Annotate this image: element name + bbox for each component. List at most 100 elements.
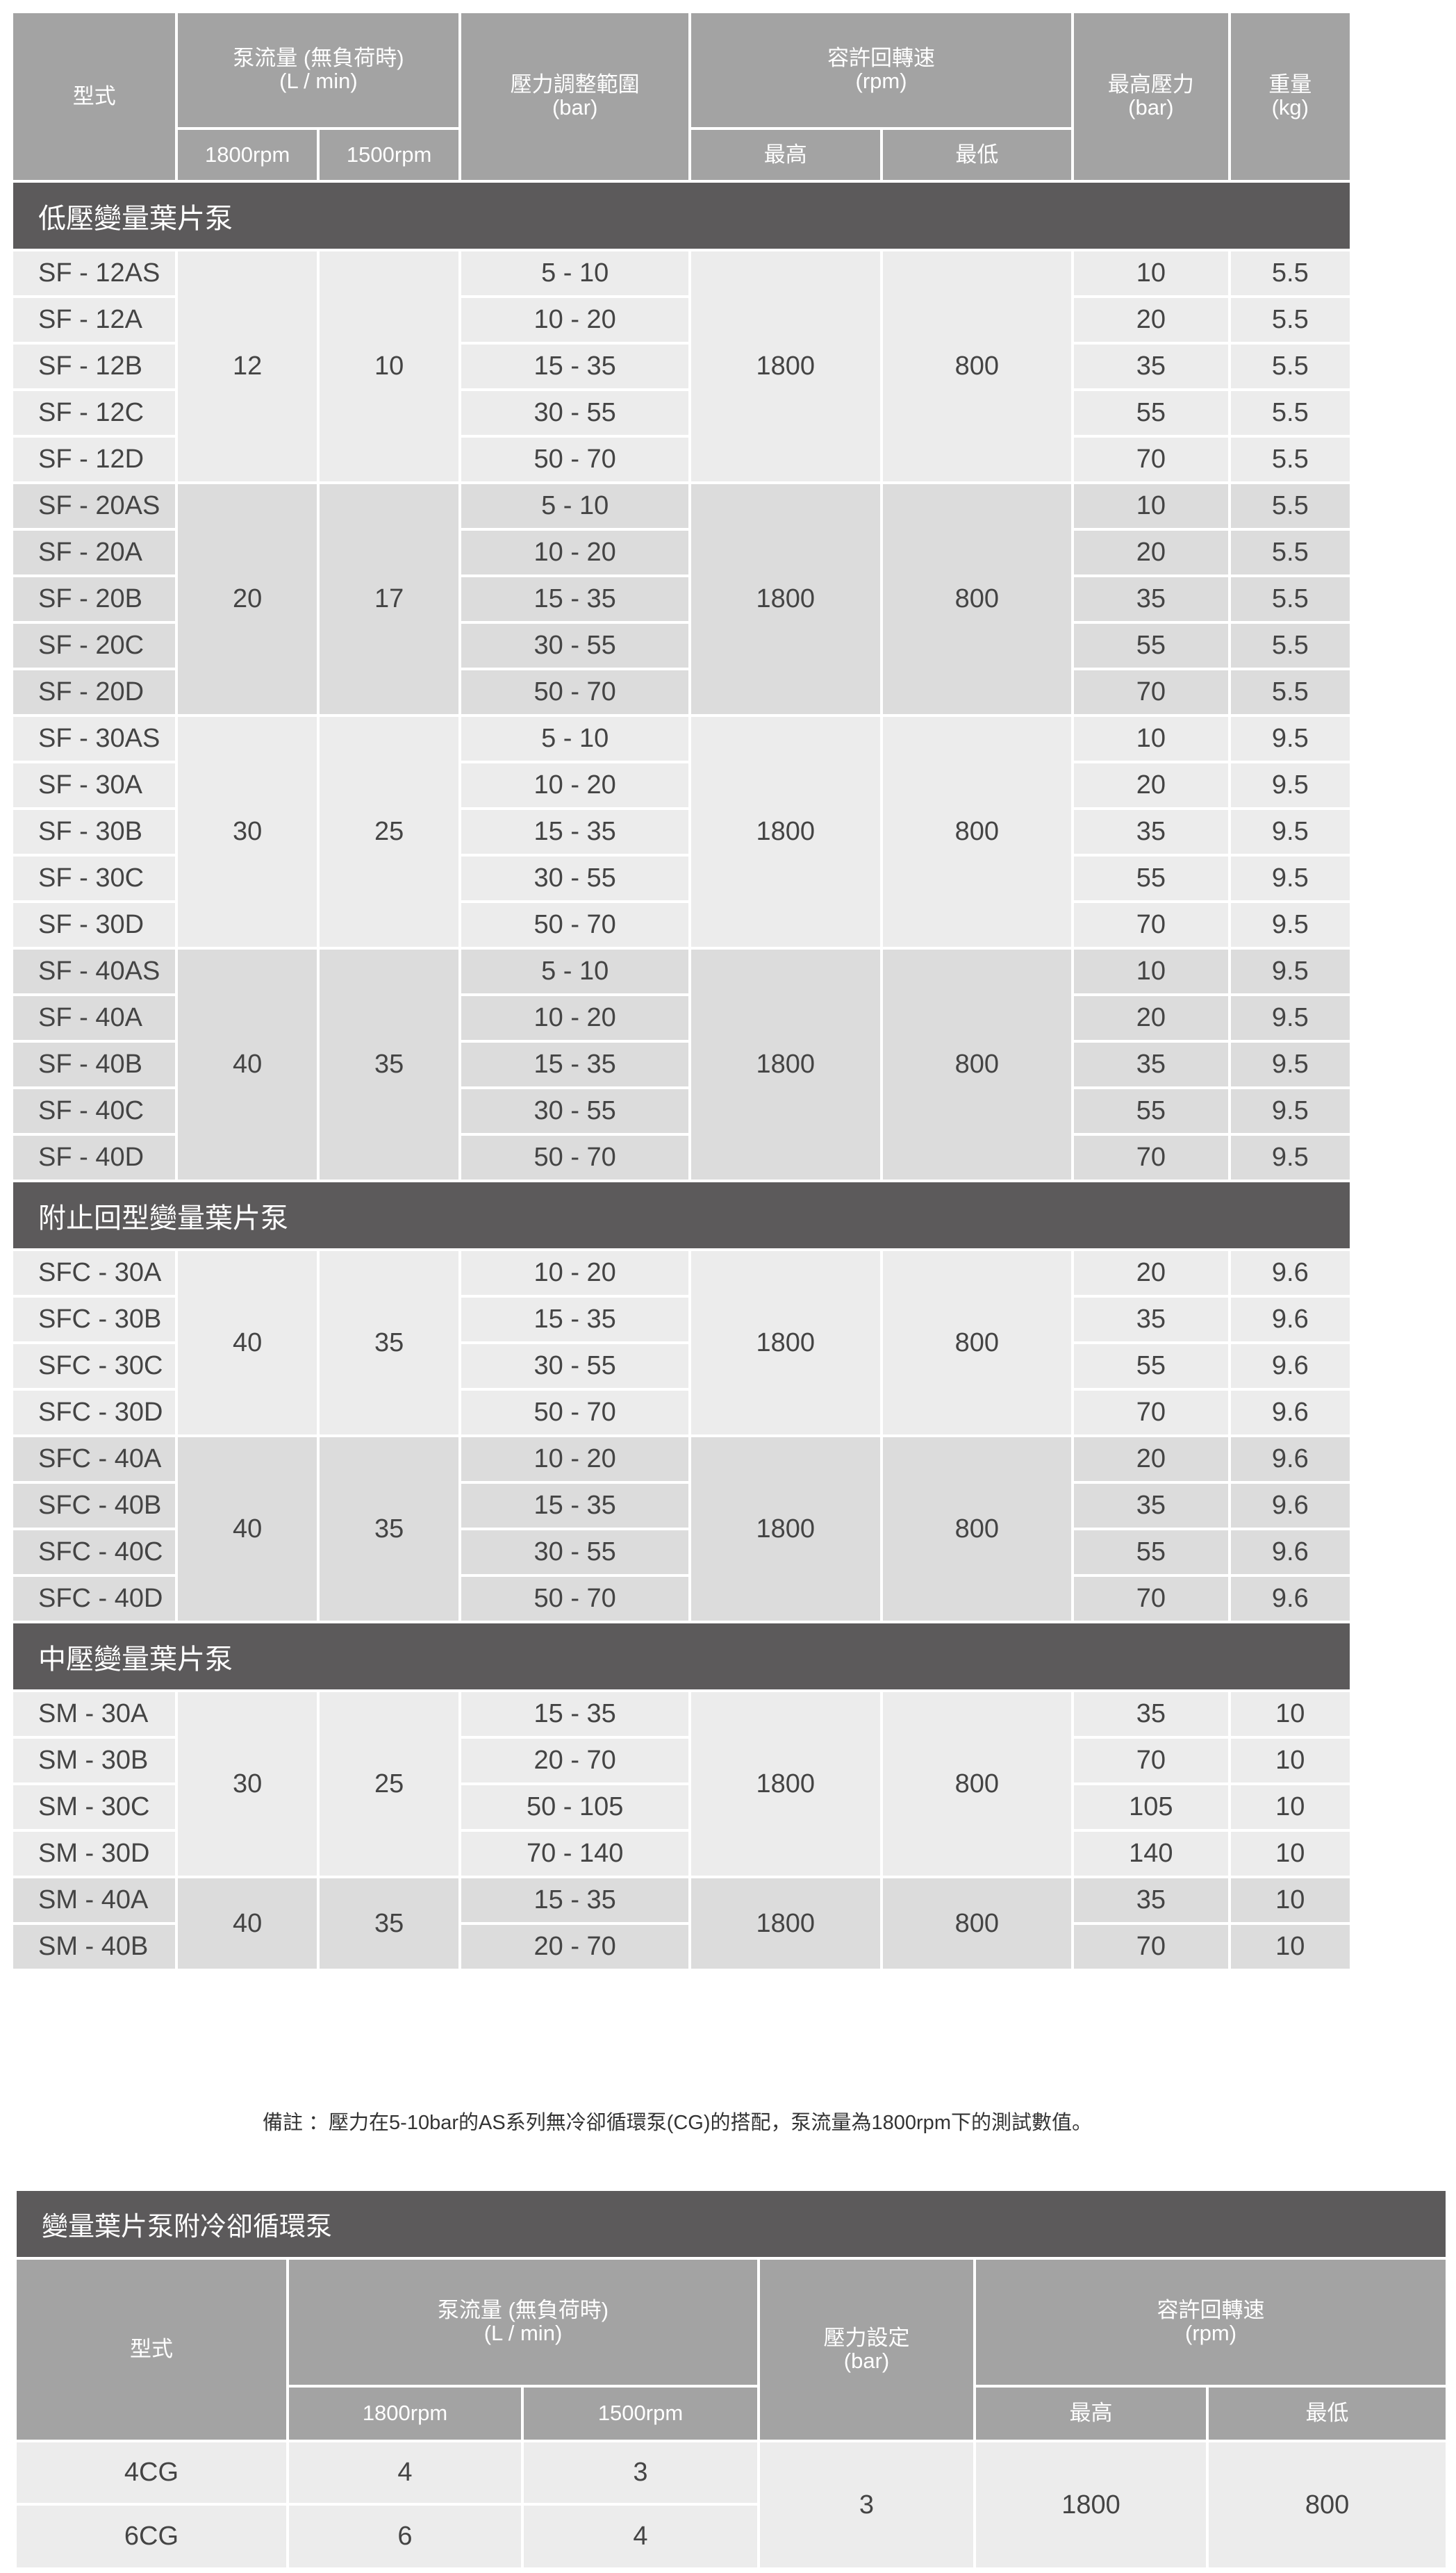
- header-rpm: 容許回轉速 (rpm): [973, 2257, 1449, 2388]
- header-pressure-setting: 壓力設定 (bar): [757, 2257, 976, 2442]
- cell-model: SFC - 40B: [10, 1481, 179, 1530]
- cell-rpm-min: 800: [879, 714, 1075, 950]
- cell-pressure-range: 50 - 70: [458, 1574, 691, 1623]
- section-title: 附止回型變量葉片泵: [10, 1180, 1352, 1251]
- cell-model: SF - 40AS: [10, 947, 179, 996]
- cell-pressure-range: 15 - 35: [458, 1876, 691, 1925]
- table-row: SF - 30C 30 - 55 55 9.5: [10, 854, 1353, 903]
- cell-rpm-max: 1800: [688, 947, 883, 1182]
- cell-flow-1800: 4: [286, 2440, 524, 2506]
- cell-weight: 9.5: [1227, 714, 1353, 763]
- header-max-pressure: 最高壓力 (bar): [1071, 10, 1231, 183]
- cell-model: SM - 40B: [10, 1922, 179, 1971]
- cell-model: SF - 12C: [10, 388, 179, 438]
- header-rpm-min: 最低: [1205, 2385, 1449, 2442]
- cell-weight: 5.5: [1227, 621, 1353, 670]
- cell-flow-1800: 40: [175, 1434, 320, 1623]
- cell-weight: 10: [1227, 1876, 1353, 1925]
- cell-pressure-range: 5 - 10: [458, 481, 691, 531]
- cell-rpm-max: 1800: [688, 1248, 883, 1437]
- cell-pressure-setting: 3: [757, 2440, 976, 2570]
- table-row: SM - 40A 40 35 15 - 35 1800 800 35 10: [10, 1876, 1353, 1971]
- table-row: SM - 30B 20 - 70 70 10: [10, 1736, 1353, 1785]
- cell-max-pressure: 20: [1071, 993, 1231, 1043]
- cell-max-pressure: 10: [1071, 481, 1231, 531]
- table-row: SFC - 40A 40 35 10 - 20 1800 800 20 9.6: [10, 1434, 1353, 1623]
- cell-max-pressure: 35: [1071, 1481, 1231, 1530]
- cell-weight: 9.5: [1227, 854, 1353, 903]
- table-row: SF - 40B 15 - 35 35 9.5: [10, 1040, 1353, 1089]
- cell-flow-1500: 35: [316, 1876, 462, 1971]
- cell-max-pressure: 35: [1071, 1295, 1231, 1344]
- cell-pressure-range: 15 - 35: [458, 342, 691, 391]
- cell-pressure-range: 5 - 10: [458, 947, 691, 996]
- cell-weight: 9.5: [1227, 1086, 1353, 1136]
- cell-max-pressure: 55: [1071, 1086, 1231, 1136]
- cell-weight: 5.5: [1227, 574, 1353, 624]
- pump-spec-table: 型式 泵流量 (無負荷時) (L / min) 壓力調整範圍 (bar) 容許回…: [10, 10, 1353, 1971]
- cell-weight: 9.6: [1227, 1434, 1353, 1484]
- cell-max-pressure: 35: [1071, 1040, 1231, 1089]
- cell-model: SM - 30A: [10, 1689, 179, 1739]
- cell-weight: 5.5: [1227, 481, 1353, 531]
- cell-weight: 9.6: [1227, 1528, 1353, 1577]
- cell-weight: 9.6: [1227, 1248, 1353, 1298]
- cell-weight: 10: [1227, 1782, 1353, 1832]
- cell-weight: 9.5: [1227, 761, 1353, 810]
- cell-weight: 5.5: [1227, 249, 1353, 298]
- cell-weight: 5.5: [1227, 388, 1353, 438]
- header-weight: 重量 (kg): [1227, 10, 1353, 183]
- cell-flow-1500: 10: [316, 249, 462, 484]
- cell-flow-1800: 40: [175, 1876, 320, 1971]
- cell-weight: 10: [1227, 1736, 1353, 1785]
- cell-weight: 5.5: [1227, 342, 1353, 391]
- cell-pressure-range: 10 - 20: [458, 993, 691, 1043]
- cell-pressure-range: 10 - 20: [458, 295, 691, 345]
- cell-weight: 10: [1227, 1922, 1353, 1971]
- table-row: 4CG 4 3 3 1800 800: [14, 2440, 1449, 2570]
- cell-max-pressure: 20: [1071, 1248, 1231, 1298]
- cell-max-pressure: 55: [1071, 388, 1231, 438]
- cell-model: SM - 30D: [10, 1829, 179, 1878]
- cell-max-pressure: 10: [1071, 249, 1231, 298]
- table-row: SF - 40A 10 - 20 20 9.5: [10, 993, 1353, 1043]
- table-row: SM - 30A 30 25 15 - 35 1800 800 35 10: [10, 1689, 1353, 1878]
- cell-model: SFC - 40A: [10, 1434, 179, 1484]
- cell-pressure-range: 10 - 20: [458, 1248, 691, 1298]
- cell-flow-1500: 35: [316, 1248, 462, 1437]
- cell-rpm-max: 1800: [973, 2440, 1209, 2570]
- cell-pressure-range: 15 - 35: [458, 1689, 691, 1739]
- cell-max-pressure: 10: [1071, 947, 1231, 996]
- cell-model: 6CG: [14, 2503, 289, 2570]
- header-rpm-max: 最高: [688, 127, 883, 183]
- table-row: SF - 40AS 40 35 5 - 10 1800 800 10 9.5: [10, 947, 1353, 1182]
- cell-weight: 5.5: [1227, 435, 1353, 484]
- cell-max-pressure: 70: [1071, 668, 1231, 717]
- cell-model: SFC - 30D: [10, 1388, 179, 1437]
- cell-model: SFC - 30B: [10, 1295, 179, 1344]
- cell-pressure-range: 30 - 55: [458, 388, 691, 438]
- cell-max-pressure: 35: [1071, 1876, 1231, 1925]
- cell-flow-1800: 6: [286, 2503, 524, 2570]
- cell-max-pressure: 55: [1071, 854, 1231, 903]
- cell-model: SFC - 30A: [10, 1248, 179, 1298]
- cell-max-pressure: 55: [1071, 1528, 1231, 1577]
- cell-pressure-range: 30 - 55: [458, 621, 691, 670]
- table-row: SM - 40B 20 - 70 70 10: [10, 1922, 1353, 1971]
- table-row: SFC - 40B 15 - 35 35 9.6: [10, 1481, 1353, 1530]
- header-flow-1500: 1500rpm: [316, 127, 462, 183]
- table-row: SF - 12C 30 - 55 55 5.5: [10, 388, 1353, 438]
- cell-flow-1800: 20: [175, 481, 320, 717]
- cell-weight: 9.5: [1227, 947, 1353, 996]
- cell-pressure-range: 70 - 140: [458, 1829, 691, 1878]
- cell-max-pressure: 105: [1071, 1782, 1231, 1832]
- cell-model: SF - 30A: [10, 761, 179, 810]
- cell-model: SFC - 40C: [10, 1528, 179, 1577]
- cell-pressure-range: 15 - 35: [458, 807, 691, 857]
- cell-model: SF - 12A: [10, 295, 179, 345]
- cell-flow-1500: 35: [316, 947, 462, 1182]
- cell-model: SFC - 30C: [10, 1341, 179, 1391]
- header-flow-1800: 1800rpm: [286, 2385, 524, 2442]
- cell-max-pressure: 70: [1071, 1388, 1231, 1437]
- table-row: SF - 20D 50 - 70 70 5.5: [10, 668, 1353, 717]
